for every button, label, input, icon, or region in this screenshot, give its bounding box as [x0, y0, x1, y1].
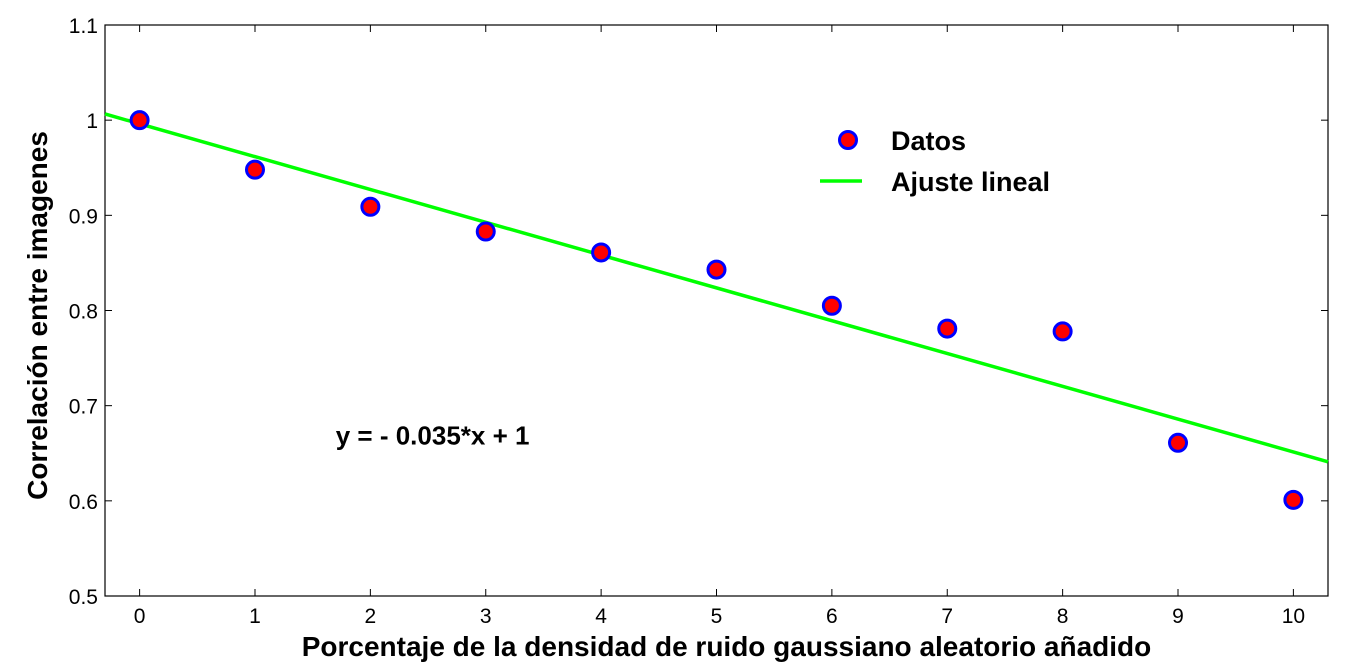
x-axis-title: Porcentaje de la densidad de ruido gauss… — [302, 631, 1152, 662]
data-point — [706, 259, 727, 280]
y-tick-label: 0.5 — [69, 586, 98, 609]
y-tick-label: 0.9 — [69, 205, 98, 228]
data-point — [591, 242, 612, 263]
x-tick-label: 8 — [1057, 605, 1069, 628]
x-tick-label: 4 — [595, 605, 607, 628]
y-tick-label: 0.8 — [69, 301, 98, 324]
legend-label-ajuste: Ajuste lineal — [891, 167, 1050, 197]
y-tick-label: 1 — [86, 110, 98, 133]
legend-label-datos: Datos — [891, 126, 966, 156]
data-point — [1052, 321, 1073, 342]
x-tick-label: 3 — [480, 605, 492, 628]
data-point — [937, 318, 958, 339]
y-axis-title: Correlación entre imagenes — [22, 131, 53, 500]
x-tick-label: 7 — [941, 605, 953, 628]
fit-equation-annotation: y = - 0.035*x + 1 — [336, 420, 530, 450]
data-point — [1168, 432, 1189, 453]
fit-line — [104, 112, 1329, 464]
data-point — [244, 159, 265, 180]
y-tick-label: 1.1 — [69, 15, 98, 38]
y-tick-label: 0.7 — [69, 396, 98, 419]
data-point — [821, 295, 842, 316]
x-tick-label: 0 — [134, 605, 146, 628]
legend: Datos Ajuste lineal — [820, 126, 1050, 197]
x-tick-label: 2 — [365, 605, 377, 628]
data-point — [1283, 489, 1304, 510]
data-point — [360, 196, 381, 217]
axis-ticks: 0 1 2 3 4 5 6 7 8 9 10 0.5 0.6 0.7 0.8 0.9 1 1.1 — [69, 15, 1328, 628]
x-tick-label: 1 — [249, 605, 261, 628]
x-tick-label: 9 — [1172, 605, 1184, 628]
legend-marker-datos — [838, 130, 858, 150]
data-point — [129, 110, 150, 131]
x-tick-label: 6 — [826, 605, 838, 628]
x-tick-label: 5 — [711, 605, 723, 628]
data-point — [475, 221, 496, 242]
y-tick-label: 0.6 — [69, 491, 98, 514]
x-tick-label: 10 — [1282, 605, 1305, 628]
